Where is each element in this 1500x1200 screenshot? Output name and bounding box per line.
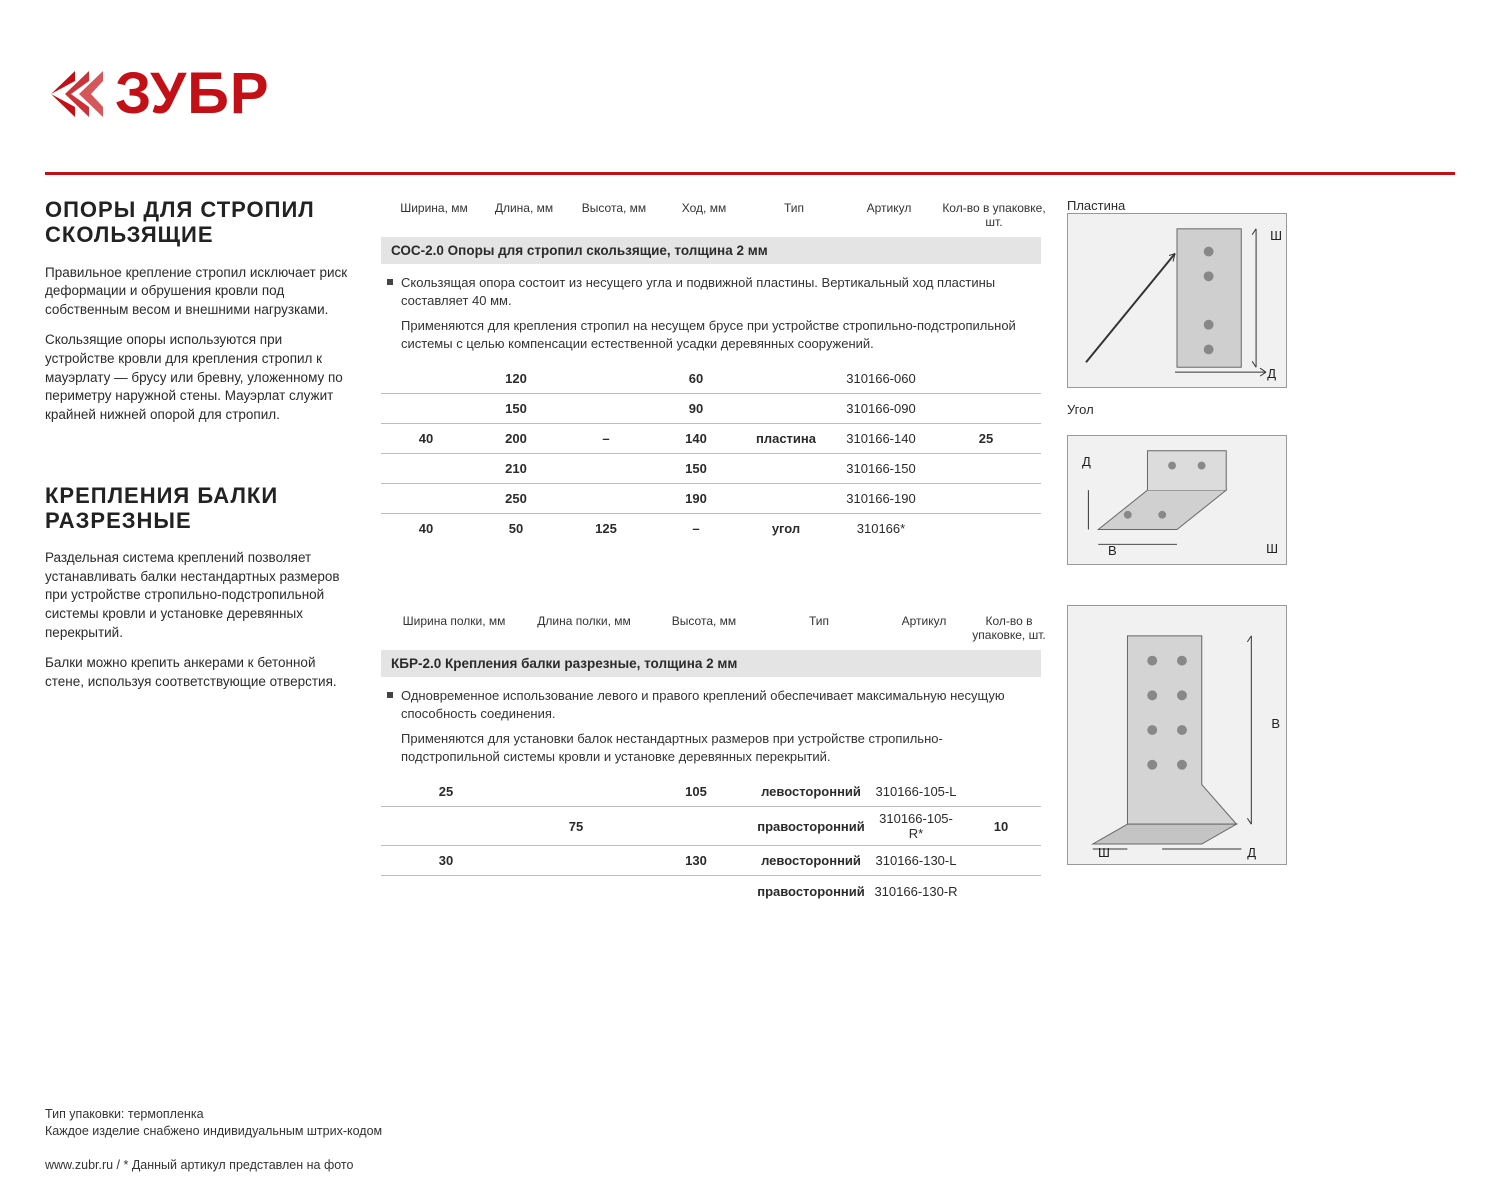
footer-line2: Каждое изделие снабжено индивидуальным ш… [45,1123,382,1140]
dim-D: Д [1247,845,1256,860]
col: Артикул [839,201,939,229]
diagram-angle: Д В Ш [1067,435,1287,565]
col: Тип [749,201,839,229]
table-row: 12060310166-060 [381,364,1041,394]
table-row: 250190310166-190 [381,484,1041,514]
footer-note: Тип упаковки: термопленка Каждое изделие… [45,1106,382,1140]
col: Длина полки, мм [519,614,649,642]
diagram1-label: Пластина [1067,198,1125,213]
table-row: 4050125–угол310166* [381,514,1041,544]
col: Тип [759,614,879,642]
col: Артикул [879,614,969,642]
table-row: 15090310166-090 [381,394,1041,424]
table1-header: Ширина, мм Длина, мм Высота, мм Ход, мм … [381,197,1041,233]
table-row: 25105левосторонний310166-105-L [381,777,1041,807]
col: Ширина, мм [389,201,479,229]
bullet-icon [387,692,393,698]
table-row: правосторонний310166-130-R [381,876,1041,906]
table2-bullet: Одновременное использование левого и пра… [381,677,1041,728]
section2-para1: Раздельная система креплений позволяет у… [45,549,355,642]
right-column: Пластина Ш Д Угол Д [1067,197,1455,906]
brand-text: ЗУБР [115,60,270,127]
dim-W: Ш [1098,845,1110,860]
section2-para2: Балки можно крепить анкерами к бетонной … [45,654,355,691]
section2-title: КРЕПЛЕНИЯ БАЛКИ РАЗРЕЗНЫЕ [45,483,355,534]
section1-title: ОПОРЫ ДЛЯ СТРОПИЛ СКОЛЬЗЯЩИЕ [45,197,355,248]
table2-band: КБР-2.0 Крепления балки разрезные, толщи… [381,650,1041,677]
table-row: 30130левосторонний310166-130-L [381,846,1041,876]
bullet-text: Одновременное использование левого и пра… [401,687,1035,722]
dim-D: Д [1267,366,1276,381]
diagram2-label: Угол [1067,402,1455,417]
table-row: 210150310166-150 [381,454,1041,484]
footer-url: www.zubr.ru / * Данный артикул представл… [45,1158,353,1172]
dim-B: В [1108,543,1117,558]
left-column: ОПОРЫ ДЛЯ СТРОПИЛ СКОЛЬЗЯЩИЕ Правильное … [45,197,355,906]
footer-line1: Тип упаковки: термопленка [45,1106,382,1123]
top-divider [45,172,1455,175]
col: Ход, мм [659,201,749,229]
diagram-plate: Ш Д [1067,213,1287,388]
col: Длина, мм [479,201,569,229]
dim-B: В [1271,716,1280,731]
brand-logo: ЗУБР [45,60,1455,127]
diagram-bracket: В Д Ш [1067,605,1287,865]
section1-para1: Правильное крепление стропил исключает р… [45,264,355,320]
section1-para2: Скользящие опоры используются при устрой… [45,331,355,424]
table-row: 40200–140пластина310166-14025 [381,424,1041,454]
table-row: 75правосторонний310166-105-R*10 [381,807,1041,846]
bullet-icon [387,279,393,285]
table2-header: Ширина полки, мм Длина полки, мм Высота,… [381,610,1041,646]
table2-desc2: Применяются для установки балок нестанда… [381,728,1041,777]
bullet-text: Скользящая опора состоит из несущего угл… [401,274,1035,309]
middle-column: Ширина, мм Длина, мм Высота, мм Ход, мм … [381,197,1041,906]
col: Ширина полки, мм [389,614,519,642]
table1-bullet: Скользящая опора состоит из несущего угл… [381,264,1041,315]
col: Кол-во в упаковке, шт. [939,201,1049,229]
col: Высота, мм [569,201,659,229]
table1-band: СОС-2.0 Опоры для стропил скользящие, то… [381,237,1041,264]
table1-body: 12060310166-060 15090310166-090 40200–14… [381,364,1041,544]
dim-W: Ш [1270,228,1282,243]
table1-desc2: Применяются для крепления стропил на нес… [381,315,1041,364]
logo-arrow-icon [45,65,109,123]
col: Высота, мм [649,614,759,642]
dim-W: Ш [1266,541,1278,556]
table2-body: 25105левосторонний310166-105-L 75правост… [381,777,1041,906]
col: Кол-во в упаковке, шт. [969,614,1049,642]
dim-D: Д [1082,454,1091,469]
